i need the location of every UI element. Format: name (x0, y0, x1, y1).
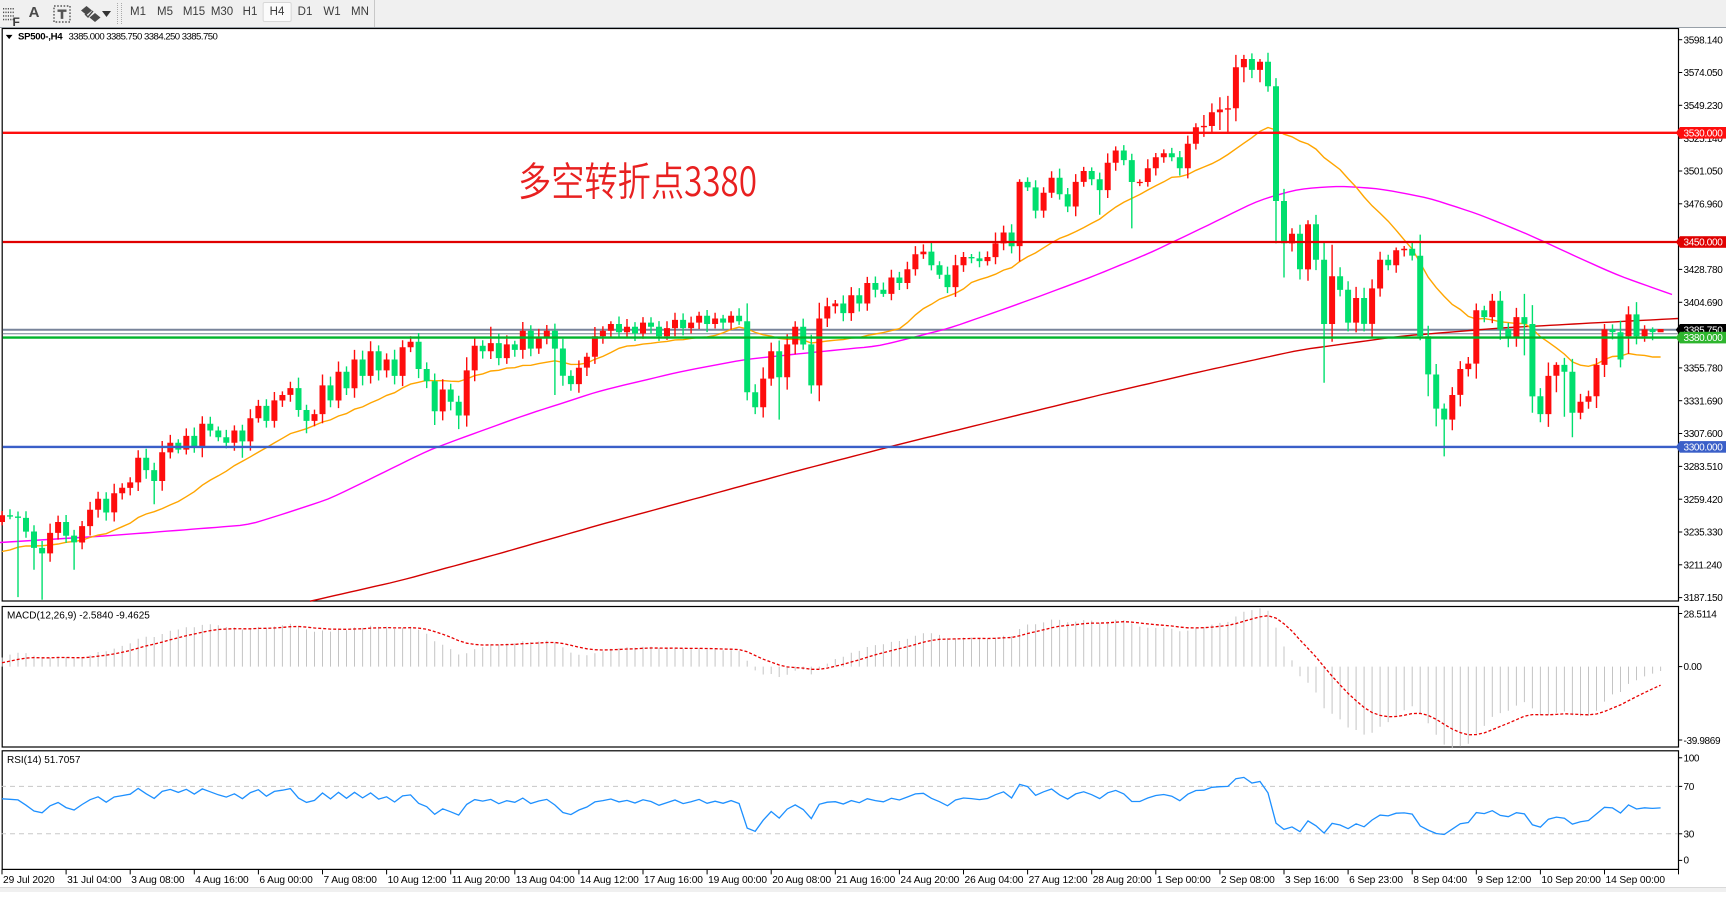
svg-text:3385.000 3385.750 3384.250 338: 3385.000 3385.750 3384.250 3385.750 (69, 32, 218, 43)
svg-text:100: 100 (1684, 753, 1700, 764)
svg-text:6 Aug 00:00: 6 Aug 00:00 (259, 875, 313, 886)
svg-text:21 Aug 16:00: 21 Aug 16:00 (836, 875, 895, 886)
svg-text:3211.240: 3211.240 (1684, 560, 1723, 571)
svg-text:3549.230: 3549.230 (1684, 101, 1724, 112)
svg-text:26 Aug 04:00: 26 Aug 04:00 (965, 875, 1024, 886)
svg-text:29 Jul 2020: 29 Jul 2020 (3, 875, 55, 886)
svg-text:3 Sep 16:00: 3 Sep 16:00 (1285, 875, 1339, 886)
svg-text:MACD(12,26,9) -2.5840 -9.4625: MACD(12,26,9) -2.5840 -9.4625 (7, 611, 150, 622)
svg-text:3574.050: 3574.050 (1684, 68, 1724, 79)
svg-text:14 Aug 12:00: 14 Aug 12:00 (580, 875, 639, 886)
svg-text:28 Aug 20:00: 28 Aug 20:00 (1093, 875, 1152, 886)
svg-text:3300.000: 3300.000 (1684, 443, 1724, 454)
svg-text:31 Jul 04:00: 31 Jul 04:00 (67, 875, 122, 886)
svg-text:RSI(14) 51.7057: RSI(14) 51.7057 (7, 755, 81, 766)
svg-text:20 Aug 08:00: 20 Aug 08:00 (772, 875, 831, 886)
svg-text:3331.690: 3331.690 (1684, 396, 1724, 407)
svg-text:3 Aug 08:00: 3 Aug 08:00 (131, 875, 185, 886)
svg-text:10 Sep 20:00: 10 Sep 20:00 (1541, 875, 1601, 886)
svg-text:10 Aug 12:00: 10 Aug 12:00 (388, 875, 447, 886)
svg-text:13 Aug 04:00: 13 Aug 04:00 (516, 875, 575, 886)
svg-text:70: 70 (1684, 782, 1695, 793)
svg-text:1 Sep 00:00: 1 Sep 00:00 (1157, 875, 1211, 886)
svg-text:27 Aug 12:00: 27 Aug 12:00 (1029, 875, 1088, 886)
svg-text:3380.000: 3380.000 (1684, 333, 1724, 344)
svg-text:3530.000: 3530.000 (1684, 128, 1724, 139)
svg-text:11 Aug 20:00: 11 Aug 20:00 (452, 875, 511, 886)
svg-text:3525.140: 3525.140 (1684, 134, 1724, 145)
svg-text:0.00: 0.00 (1684, 662, 1703, 673)
svg-text:3428.780: 3428.780 (1684, 265, 1724, 276)
svg-text:3283.510: 3283.510 (1684, 462, 1724, 473)
svg-text:SP500-,H4: SP500-,H4 (18, 32, 63, 43)
svg-text:3598.140: 3598.140 (1684, 35, 1724, 46)
svg-text:8 Sep 04:00: 8 Sep 04:00 (1413, 875, 1467, 886)
svg-text:3501.050: 3501.050 (1684, 167, 1724, 178)
svg-text:28.5114: 28.5114 (1684, 610, 1718, 621)
svg-text:24 Aug 20:00: 24 Aug 20:00 (900, 875, 959, 886)
svg-text:0: 0 (1684, 856, 1690, 867)
svg-text:19 Aug 00:00: 19 Aug 00:00 (708, 875, 767, 886)
svg-text:7 Aug 08:00: 7 Aug 08:00 (324, 875, 378, 886)
svg-text:17 Aug 16:00: 17 Aug 16:00 (644, 875, 703, 886)
svg-text:30: 30 (1684, 829, 1695, 840)
svg-text:3187.150: 3187.150 (1684, 593, 1724, 604)
svg-text:-39.9869: -39.9869 (1684, 736, 1721, 747)
svg-text:3385.750: 3385.750 (1684, 325, 1724, 336)
svg-text:3355.780: 3355.780 (1684, 364, 1724, 375)
svg-text:3307.600: 3307.600 (1684, 429, 1724, 440)
svg-text:F: F (13, 15, 20, 27)
svg-text:3476.960: 3476.960 (1684, 199, 1724, 210)
svg-text:2 Sep 08:00: 2 Sep 08:00 (1221, 875, 1275, 886)
svg-text:14 Sep 00:00: 14 Sep 00:00 (1606, 875, 1666, 886)
svg-text:4 Aug 16:00: 4 Aug 16:00 (195, 875, 249, 886)
svg-text:3235.330: 3235.330 (1684, 528, 1724, 539)
svg-text:6 Sep 23:00: 6 Sep 23:00 (1349, 875, 1403, 886)
svg-text:3259.420: 3259.420 (1684, 495, 1724, 506)
svg-text:9 Sep 12:00: 9 Sep 12:00 (1477, 875, 1531, 886)
svg-text:3450.000: 3450.000 (1684, 238, 1724, 249)
svg-text:3404.690: 3404.690 (1684, 298, 1724, 309)
